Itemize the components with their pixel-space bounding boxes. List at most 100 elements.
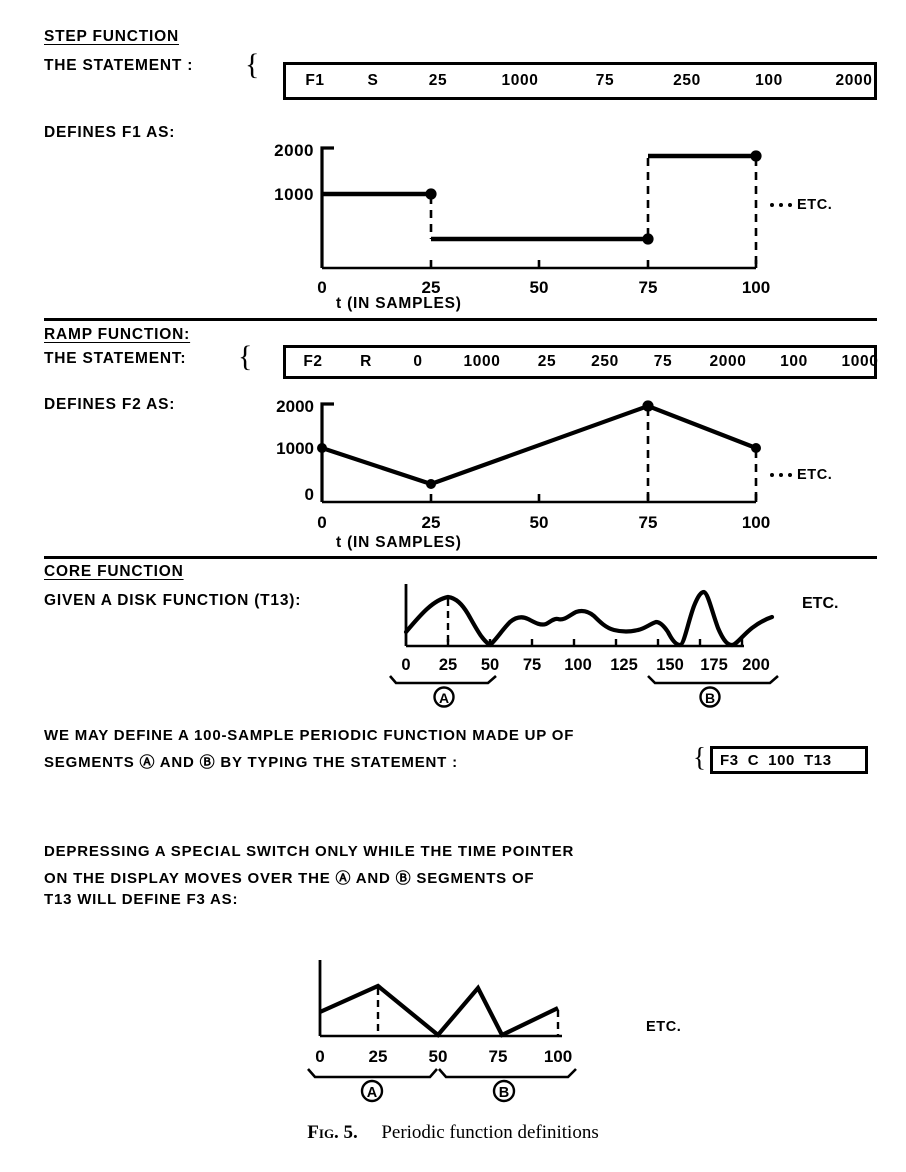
ramp-xtick-0: 0 — [317, 513, 326, 532]
ramp-xtick-100: 100 — [742, 513, 770, 532]
f3-waveform — [319, 983, 559, 1038]
core-paragraph1-line1: WE MAY DEFINE A 100-SAMPLE PERIODIC FUNC… — [44, 727, 575, 744]
ramp-etc-dots: ETC. — [770, 466, 837, 484]
disk-segment-b-label: B — [705, 690, 715, 706]
f3-statement-brace: { — [693, 742, 706, 772]
disk-xtick-75: 75 — [523, 656, 541, 674]
step-marker-75 — [642, 233, 654, 245]
core-paragraph2-line3: T13 WILL DEFINE F3 AS: — [44, 891, 239, 908]
step-xtick-50: 50 — [530, 278, 549, 297]
core-given-label: GIVEN A DISK FUNCTION (T13): — [44, 592, 302, 609]
ramp-statement-label: THE STATEMENT: — [44, 350, 187, 367]
ramp-function-heading: RAMP FUNCTION: — [44, 326, 191, 343]
step-xaxis-label: t (IN SAMPLES) — [336, 295, 462, 312]
ramp-defines-label: DEFINES F2 AS: — [44, 396, 176, 413]
disk-segment-b-ring — [699, 686, 721, 708]
token: 1000 — [463, 353, 501, 370]
ramp-etc-label: ETC. — [797, 466, 833, 483]
step-marker-100 — [750, 150, 762, 162]
ramp-marker-75 — [642, 400, 654, 412]
step-xtick-25: 25 — [422, 278, 441, 297]
token: 1000 — [501, 72, 539, 89]
step-ytick-1000: 1000 — [274, 185, 314, 204]
step-statement-tokens: F1 S 25 1000 75 250 100 2000 — [286, 72, 900, 90]
ramp-xtick-75: 75 — [639, 513, 658, 532]
token: R — [360, 353, 372, 370]
step-xtick-75: 75 — [639, 278, 658, 297]
f3-segment-a-label: A — [367, 1085, 378, 1101]
f3-segment-b-ring — [492, 1079, 516, 1103]
step-xtick-0: 0 — [317, 278, 326, 297]
figure-caption: Fig. 5. Periodic function definitions — [0, 1122, 906, 1144]
token: F1 — [305, 72, 325, 89]
step-statement-label: THE STATEMENT : — [44, 57, 194, 74]
ramp-function-chart: 2000 1000 0 0 25 50 75 100 — [236, 392, 856, 544]
step-statement-box[interactable]: F1 S 25 1000 75 250 100 2000 — [283, 62, 877, 100]
f3-statement-box[interactable]: F3 C 100 T13 — [710, 746, 868, 774]
f3-brace-b — [438, 1068, 577, 1079]
token: 250 — [591, 353, 619, 370]
disk-xtick-200: 200 — [742, 656, 770, 674]
f3-segment-a-ring — [360, 1079, 384, 1103]
token: 1000 — [841, 353, 879, 370]
disk-waveform — [403, 589, 775, 648]
disk-etc-label: ETC. — [802, 595, 838, 612]
token: F3 — [720, 751, 739, 769]
step-x-ticks — [429, 260, 758, 268]
disk-xtick-25: 25 — [439, 656, 457, 674]
disk-xtick-100: 100 — [564, 656, 592, 674]
f3-xtick-0: 0 — [315, 1047, 324, 1066]
step-statement-brace: { — [245, 48, 260, 81]
token: 25 — [428, 72, 448, 89]
token: 100 — [755, 72, 783, 89]
f3-segment-b-label: B — [499, 1085, 509, 1101]
f3-statement-tokens: F3 C 100 T13 — [713, 752, 832, 769]
ramp-ytick-0: 0 — [305, 485, 314, 504]
ramp-xtick-50: 50 — [530, 513, 549, 532]
ramp-ytick-2000: 2000 — [276, 397, 314, 416]
f3-xtick-25: 25 — [369, 1047, 388, 1066]
ramp-y-axis — [320, 402, 334, 502]
disk-segment-a-ring — [433, 686, 455, 708]
f3-xtick-100: 100 — [544, 1047, 572, 1066]
ramp-statement-box[interactable]: F2 R 0 1000 25 250 75 2000 100 1000 — [283, 345, 878, 379]
core-paragraph2-line2: ON THE DISPLAY MOVES OVER THE Ⓐ AND Ⓑ SE… — [44, 870, 535, 887]
f3-etc-label: ETC. — [646, 1019, 682, 1035]
ramp-statement-brace: { — [238, 340, 253, 373]
step-etc-dots: ETC. — [770, 196, 837, 214]
step-function-heading: STEP FUNCTION — [44, 28, 179, 45]
step-xtick-100: 100 — [742, 278, 770, 297]
token: 100 — [780, 353, 808, 370]
disk-brace-b — [647, 675, 779, 685]
ramp-marker-0 — [317, 443, 327, 453]
disk-xtick-175: 175 — [700, 656, 728, 674]
figure-caption-text: Periodic function definitions — [381, 1122, 599, 1143]
ramp-xtick-25: 25 — [422, 513, 441, 532]
step-y-axis — [320, 146, 334, 268]
f3-xtick-75: 75 — [489, 1047, 508, 1066]
divider-2 — [44, 556, 877, 559]
token: 0 — [413, 353, 423, 370]
token: 100 — [768, 751, 795, 769]
step-marker-25 — [425, 188, 437, 200]
token: F2 — [303, 353, 323, 370]
token: 2000 — [835, 72, 873, 89]
divider-1 — [44, 318, 877, 321]
core-paragraph1-line2: SEGMENTS Ⓐ AND Ⓑ BY TYPING THE STATEMENT… — [44, 754, 458, 771]
ramp-x-ticks — [429, 494, 758, 502]
figure-number: Fig. 5. — [307, 1122, 358, 1143]
ramp-marker-25 — [426, 479, 436, 489]
periodic-function-f3-chart: 0 25 50 75 100 A B — [236, 938, 736, 1103]
token: 25 — [537, 353, 557, 370]
disk-function-chart: ETC. 0 25 50 75 100 125 150 175 200 A B — [389, 572, 852, 708]
f3-xtick-50: 50 — [429, 1047, 448, 1066]
disk-segment-a-label: A — [439, 690, 449, 706]
disk-xtick-125: 125 — [610, 656, 638, 674]
ramp-ytick-1000: 1000 — [276, 439, 314, 458]
step-function-chart: 2000 1000 0 25 50 75 100 — [236, 134, 856, 297]
disk-xtick-0: 0 — [401, 656, 410, 674]
token: T13 — [803, 751, 832, 769]
token: 2000 — [709, 353, 747, 370]
ramp-statement-tokens: F2 R 0 1000 25 250 75 2000 100 1000 — [286, 353, 898, 371]
token: 250 — [673, 72, 701, 89]
